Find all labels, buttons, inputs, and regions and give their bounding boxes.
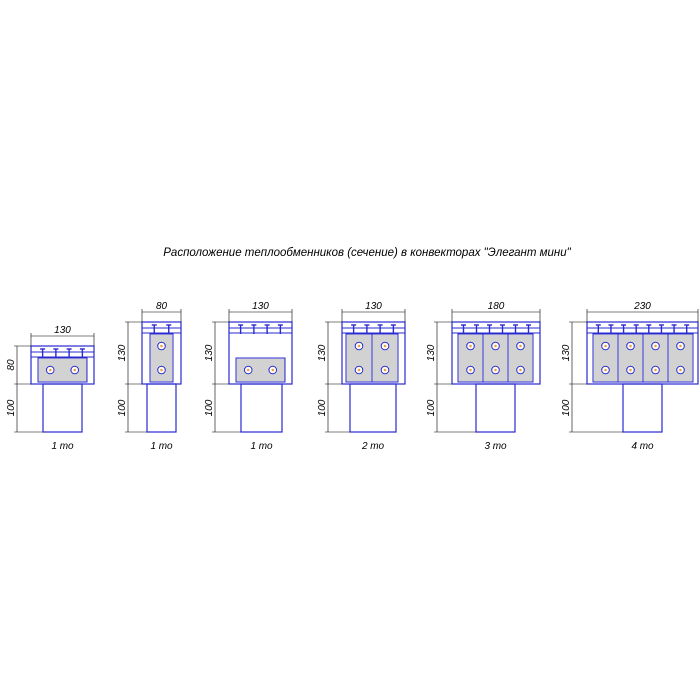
height-label: 130 (561, 344, 572, 361)
unit-caption: 1 то (51, 441, 74, 452)
convector-base (240, 383, 283, 433)
base-label: 100 (317, 399, 328, 416)
width-label: 130 (54, 325, 71, 336)
width-label: 230 (633, 301, 651, 312)
unit-caption: 3 то (484, 441, 507, 452)
pipe-center (494, 368, 497, 372)
height-label: 130 (117, 344, 128, 361)
width-label: 130 (252, 301, 269, 312)
convector-unit-4: 130 130 100 2 то (317, 301, 406, 452)
base-label: 100 (6, 399, 17, 416)
convector-base (146, 383, 177, 433)
convector-base (622, 383, 663, 433)
pipe-center (271, 368, 275, 372)
pipe-center (519, 368, 522, 372)
pipe-center (160, 344, 163, 348)
pipe-center (654, 368, 657, 372)
width-label: 80 (156, 301, 168, 312)
pipe-center (469, 344, 472, 348)
height-label: 130 (317, 344, 328, 361)
pipe-center (160, 368, 163, 372)
unit-caption: 2 то (361, 441, 385, 452)
height-label: 130 (204, 344, 215, 361)
pipe-center (48, 368, 52, 372)
height-label: 80 (6, 359, 17, 371)
heat-exchanger (235, 357, 286, 383)
pipe-center (629, 344, 632, 348)
height-label: 130 (426, 344, 437, 361)
pipe-center (629, 368, 632, 372)
width-label: 180 (488, 301, 505, 312)
convector-unit-6: 230 130 100 4 то (561, 301, 699, 452)
convector-base (42, 383, 83, 433)
pipe-center (357, 344, 361, 348)
pipe-center (494, 344, 497, 348)
pipe-center (383, 344, 387, 348)
base-label: 100 (426, 399, 437, 416)
pipe-center (383, 368, 387, 372)
pipe-center (73, 368, 77, 372)
pipe-center (469, 368, 472, 372)
base-label: 100 (204, 399, 215, 416)
base-label: 100 (561, 399, 572, 416)
unit-caption: 1 то (150, 441, 173, 452)
base-label: 100 (117, 399, 128, 416)
pipe-center (357, 368, 361, 372)
unit-caption: 1 то (250, 441, 273, 452)
convector-unit-3: 130 130 100 1 то (204, 301, 293, 452)
pipe-center (654, 344, 657, 348)
drawing-title: Расположение теплообменников (сечение) в… (163, 247, 571, 259)
width-label: 130 (365, 301, 382, 312)
convector-unit-5: 180 130 100 3 то (426, 301, 541, 452)
convector-base (475, 383, 516, 433)
pipe-center (604, 344, 607, 348)
convector-unit-1: 130 80 100 1 то (6, 325, 95, 452)
convector-unit-2: 80 130 100 1 то (117, 301, 182, 452)
heat-exchanger (37, 357, 88, 383)
pipe-center (679, 344, 682, 348)
pipe-center (679, 368, 682, 372)
unit-caption: 4 то (631, 441, 654, 452)
pipe-center (246, 368, 250, 372)
pipe-center (519, 344, 522, 348)
pipe-center (604, 368, 607, 372)
convector-base (349, 383, 397, 433)
